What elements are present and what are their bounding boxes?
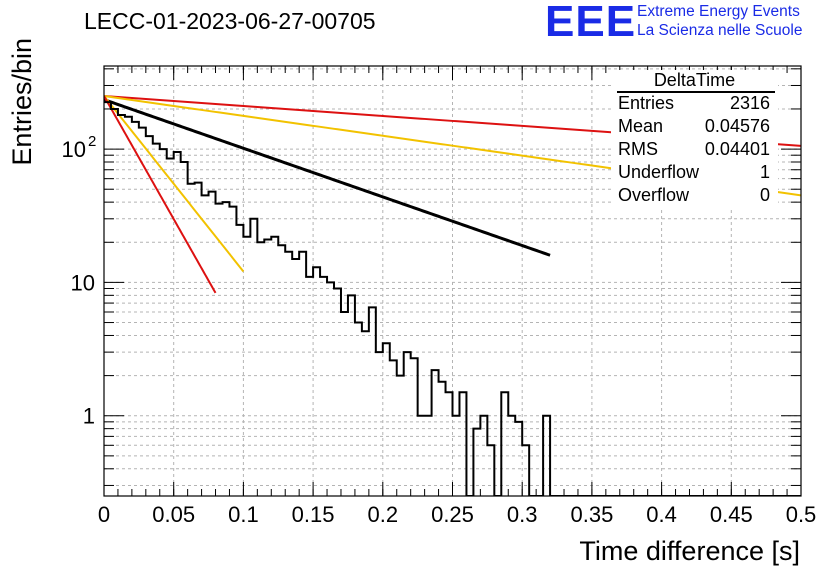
stats-row-mean: Mean 0.04576 (618, 116, 770, 138)
page-title: LECC-01-2023-06-27-00705 (84, 8, 376, 34)
stats-label: Overflow (618, 185, 690, 205)
stats-row-overflow: Overflow 0 (618, 185, 770, 207)
x-tick-label: 0.2 (368, 502, 399, 527)
logo-line-1: Extreme Energy Events (637, 3, 800, 20)
eee-logo: EEE Extreme Energy Events La Scienza nel… (545, 0, 835, 46)
stats-label: RMS (618, 139, 658, 159)
y-tick-label: 10 (62, 137, 86, 162)
stats-value: 0.04576 (704, 116, 770, 136)
y-tick-exponent: 2 (88, 133, 96, 150)
stats-value: 0 (759, 185, 770, 205)
x-tick-label: 0.35 (570, 502, 613, 527)
stats-value: 1 (759, 162, 770, 182)
stats-box: DeltaTime Entries 2316 Mean 0.04576 RMS … (611, 70, 778, 210)
stats-row-entries: Entries 2316 (618, 93, 770, 115)
histogram (104, 101, 801, 496)
stats-row-underflow: Underflow 1 (618, 162, 770, 184)
x-tick-label: 0 (98, 502, 110, 527)
logo-line-2: La Scienza nelle Scuole (637, 22, 803, 39)
stats-row-rms: RMS 0.04401 (618, 139, 770, 161)
stats-title: DeltaTime (653, 70, 736, 90)
x-tick-label: 0.5 (786, 502, 817, 527)
x-tick-label: 0.25 (431, 502, 474, 527)
stats-divider (617, 91, 775, 93)
fit-curve-3 (104, 95, 245, 273)
y-tick-label: 1 (83, 404, 95, 429)
stats-value: 2316 (729, 93, 770, 113)
x-tick-label: 0.05 (152, 502, 195, 527)
stats-label: Underflow (618, 162, 700, 182)
x-tick-label: 0.4 (646, 502, 677, 527)
y-axis-label: Entries/bin (7, 38, 37, 166)
logo-mark: EEE (545, 0, 637, 46)
stats-value: 0.04401 (704, 139, 770, 159)
histogram-outline (104, 101, 801, 496)
x-tick-label: 0.45 (710, 502, 753, 527)
x-tick-label: 0.3 (507, 502, 538, 527)
fit-curve-4 (104, 95, 217, 294)
stats-label: Entries (618, 93, 675, 113)
fit-curve-0 (104, 98, 551, 257)
stats-label: Mean (618, 116, 664, 136)
x-tick-label: 0.1 (228, 502, 259, 527)
x-tick-label: 0.15 (292, 502, 335, 527)
y-tick-label: 10 (71, 270, 95, 295)
x-axis-label: Time difference [s] (579, 536, 800, 566)
